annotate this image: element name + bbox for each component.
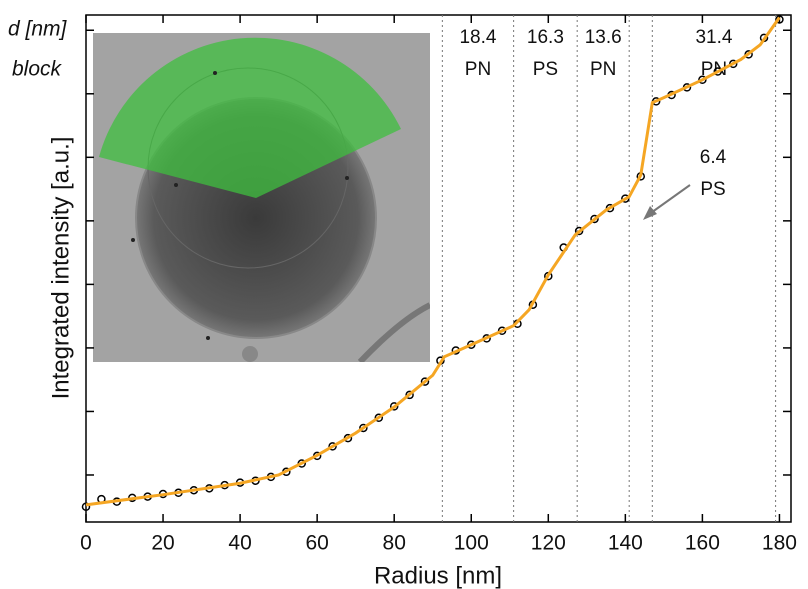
arrow-head — [643, 206, 657, 220]
x-tick-label: 140 — [608, 532, 643, 555]
x-tick-label: 180 — [762, 532, 797, 555]
data-point — [81, 502, 91, 512]
segment-width: 16.3 — [527, 27, 564, 48]
segment-width: 31.4 — [695, 27, 732, 48]
x-tick-label: 40 — [228, 532, 251, 555]
segment-block: PS — [533, 59, 558, 80]
data-point — [590, 214, 599, 224]
x-tick-label: 120 — [531, 532, 566, 555]
corner-label: block — [12, 58, 63, 81]
segment-block: PN — [590, 59, 616, 80]
segment-block: PN — [465, 59, 491, 80]
data-point — [359, 423, 368, 433]
x-tick-label: 80 — [383, 532, 406, 555]
plot-frame — [85, 14, 792, 523]
data-point — [574, 226, 584, 236]
segment-width: 6.4 — [700, 147, 727, 168]
data-point — [374, 413, 384, 423]
x-tick-label: 60 — [305, 532, 328, 555]
segment-width: 18.4 — [459, 27, 496, 48]
fit-line — [85, 16, 781, 507]
x-tick-label: 0 — [80, 532, 92, 555]
y-axis-label: Integrated intensity [a.u.] — [47, 137, 74, 400]
data-point — [405, 390, 414, 400]
data-point — [775, 15, 784, 24]
data-point — [389, 402, 399, 411]
x-tick-label: 20 — [151, 532, 174, 555]
data-point — [420, 377, 430, 386]
annotation-arrow — [647, 184, 691, 216]
data-point — [713, 67, 723, 76]
x-tick-label: 160 — [685, 532, 720, 555]
segment-width: 13.6 — [585, 27, 622, 48]
corner-label: d [nm] — [8, 18, 68, 41]
data-point — [744, 50, 753, 59]
segment-block: PS — [700, 179, 725, 200]
data-point — [328, 442, 337, 451]
x-tick-label: 100 — [454, 532, 489, 555]
inset-image — [93, 33, 430, 362]
x-axis-label: Radius [nm] — [374, 562, 502, 589]
